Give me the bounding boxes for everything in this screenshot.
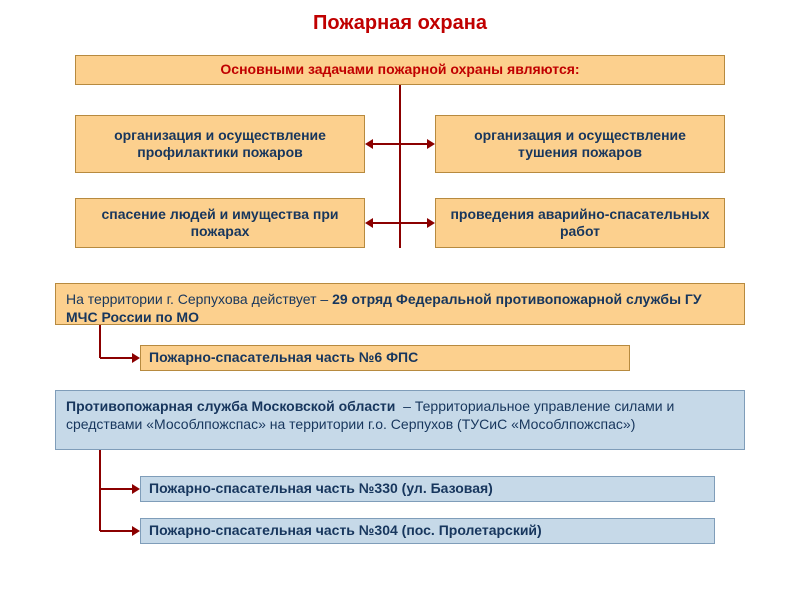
regional-info-box: Противопожарная служба Московской област… [55, 390, 745, 450]
task-box-1: организация и осуществление профилактики… [75, 115, 365, 173]
task-box-3: спасение людей и имущества при пожарах [75, 198, 365, 248]
federal-subunit-box: Пожарно-спасательная часть №6 ФПС [140, 345, 630, 371]
federal-subunit-text: Пожарно-спасательная часть №6 ФПС [149, 349, 418, 367]
task-box-2: организация и осуществление тушения пожа… [435, 115, 725, 173]
tasks-header-text: Основными задачами пожарной охраны являю… [220, 61, 579, 79]
regional-subunit-box-1: Пожарно-спасательная часть №330 (ул. Баз… [140, 476, 715, 502]
task-text: спасение людей и имущества при пожарах [84, 206, 356, 241]
federal-info-box: На территории г. Серпухова действует – 2… [55, 283, 745, 325]
task-box-4: проведения аварийно-спасательных работ [435, 198, 725, 248]
task-text: проведения аварийно-спасательных работ [444, 206, 716, 241]
regional-subunit-box-2: Пожарно-спасательная часть №304 (пос. Пр… [140, 518, 715, 544]
page-title: Пожарная охрана [0, 0, 800, 43]
task-text: организация и осуществление профилактики… [84, 127, 356, 162]
tasks-header: Основными задачами пожарной охраны являю… [75, 55, 725, 85]
task-text: организация и осуществление тушения пожа… [444, 127, 716, 162]
regional-subunit-text: Пожарно-спасательная часть №330 (ул. Баз… [149, 480, 493, 498]
regional-subunit-text: Пожарно-спасательная часть №304 (пос. Пр… [149, 522, 542, 540]
